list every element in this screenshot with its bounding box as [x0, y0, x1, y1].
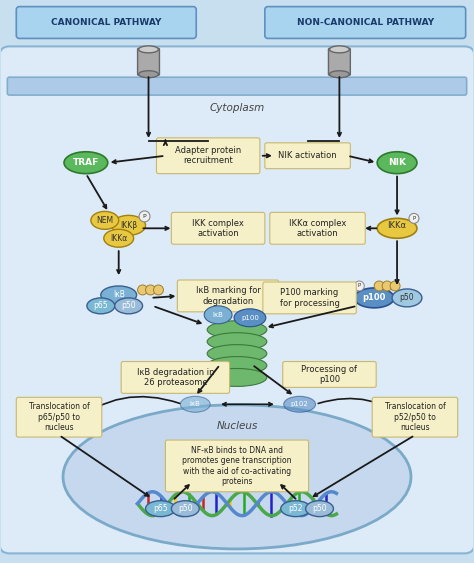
Text: p102: p102 — [291, 401, 309, 407]
Ellipse shape — [377, 152, 417, 173]
FancyBboxPatch shape — [263, 282, 356, 314]
FancyBboxPatch shape — [265, 143, 350, 169]
FancyBboxPatch shape — [177, 280, 279, 312]
Text: p50: p50 — [121, 301, 136, 310]
Text: P: P — [143, 214, 146, 219]
Ellipse shape — [392, 289, 422, 307]
Text: NEM: NEM — [96, 216, 113, 225]
Text: p65: p65 — [153, 504, 168, 513]
Text: p100: p100 — [363, 293, 386, 302]
Text: Translocation of
p52/p50 to
nucleus: Translocation of p52/p50 to nucleus — [384, 403, 446, 432]
FancyBboxPatch shape — [172, 212, 265, 244]
FancyBboxPatch shape — [328, 48, 350, 75]
FancyBboxPatch shape — [372, 397, 458, 437]
Text: p65: p65 — [93, 301, 108, 310]
Ellipse shape — [64, 152, 108, 173]
Text: p50: p50 — [400, 293, 414, 302]
Text: CANONICAL PATHWAY: CANONICAL PATHWAY — [51, 18, 161, 27]
FancyBboxPatch shape — [265, 7, 465, 38]
Ellipse shape — [87, 298, 115, 314]
Text: IκB: IκB — [190, 401, 201, 407]
Ellipse shape — [207, 321, 267, 339]
Text: P100 marking
for processing: P100 marking for processing — [280, 288, 339, 307]
Ellipse shape — [284, 396, 316, 412]
Text: Processing of
p100: Processing of p100 — [301, 365, 357, 384]
Text: IκB: IκB — [113, 291, 125, 300]
Ellipse shape — [138, 46, 158, 53]
FancyBboxPatch shape — [156, 138, 260, 173]
Ellipse shape — [112, 216, 146, 235]
Ellipse shape — [137, 285, 147, 295]
Ellipse shape — [207, 356, 267, 374]
FancyBboxPatch shape — [165, 440, 309, 491]
Text: NIK activation: NIK activation — [278, 151, 337, 160]
Ellipse shape — [101, 286, 137, 304]
Text: Adapter protein
recruitment: Adapter protein recruitment — [175, 146, 241, 166]
FancyBboxPatch shape — [270, 212, 365, 244]
Ellipse shape — [281, 501, 310, 517]
FancyBboxPatch shape — [0, 46, 474, 553]
Ellipse shape — [409, 213, 419, 224]
Text: IκB degradation in
26 proteasome: IκB degradation in 26 proteasome — [137, 368, 214, 387]
Text: p100: p100 — [241, 315, 259, 321]
Ellipse shape — [374, 281, 384, 291]
Text: IκB marking for
degradation: IκB marking for degradation — [196, 286, 261, 306]
Text: IKKα: IKKα — [110, 234, 128, 243]
Ellipse shape — [354, 281, 364, 291]
Ellipse shape — [154, 285, 164, 295]
FancyBboxPatch shape — [16, 7, 196, 38]
Text: P: P — [412, 216, 416, 221]
Text: p50: p50 — [312, 504, 327, 513]
Ellipse shape — [377, 218, 417, 238]
Ellipse shape — [172, 501, 199, 517]
Text: NF-κB binds to DNA and
promotes gene transcription
with the aid of co-activating: NF-κB binds to DNA and promotes gene tra… — [182, 446, 292, 486]
Text: Cytoplasm: Cytoplasm — [210, 103, 264, 113]
Ellipse shape — [204, 306, 232, 324]
Text: IκB: IκB — [213, 312, 224, 318]
Ellipse shape — [139, 211, 150, 222]
Ellipse shape — [91, 212, 118, 229]
Text: P: P — [358, 284, 361, 288]
FancyBboxPatch shape — [137, 48, 159, 75]
Text: Nucleus: Nucleus — [216, 421, 258, 431]
FancyBboxPatch shape — [16, 397, 102, 437]
Ellipse shape — [146, 501, 175, 517]
Text: IKK complex
activation: IKK complex activation — [192, 218, 244, 238]
Ellipse shape — [234, 309, 266, 327]
Ellipse shape — [207, 333, 267, 351]
Text: IKKα: IKKα — [388, 221, 407, 230]
Text: IKKα complex
activation: IKKα complex activation — [289, 218, 346, 238]
Text: Translocation of
p65/p50 to
nucleus: Translocation of p65/p50 to nucleus — [28, 403, 90, 432]
Ellipse shape — [306, 501, 333, 517]
Ellipse shape — [382, 281, 392, 291]
Ellipse shape — [63, 405, 411, 549]
Ellipse shape — [180, 396, 210, 412]
Text: NON-CANONICAL PATHWAY: NON-CANONICAL PATHWAY — [297, 18, 434, 27]
Ellipse shape — [207, 369, 267, 386]
Ellipse shape — [354, 288, 394, 308]
Ellipse shape — [138, 71, 158, 78]
Text: IKKβ: IKKβ — [120, 221, 137, 230]
Ellipse shape — [390, 281, 400, 291]
Ellipse shape — [104, 229, 134, 247]
FancyBboxPatch shape — [121, 361, 229, 394]
Text: TRAF: TRAF — [73, 158, 99, 167]
Ellipse shape — [146, 285, 155, 295]
Ellipse shape — [329, 46, 349, 53]
Text: p52: p52 — [288, 504, 303, 513]
Ellipse shape — [207, 345, 267, 363]
FancyBboxPatch shape — [283, 361, 376, 387]
Ellipse shape — [329, 71, 349, 78]
FancyBboxPatch shape — [8, 77, 466, 95]
Ellipse shape — [115, 298, 143, 314]
Text: NIK: NIK — [388, 158, 406, 167]
Text: p50: p50 — [178, 504, 192, 513]
